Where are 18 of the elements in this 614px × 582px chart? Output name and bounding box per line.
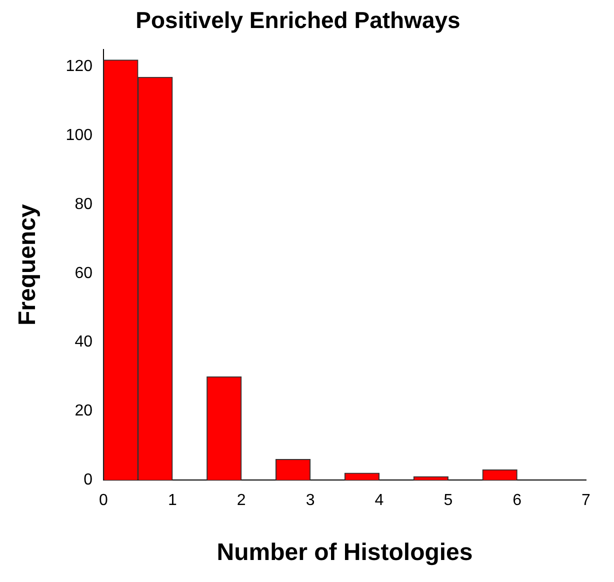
x-tick-label: 7 <box>582 492 591 510</box>
x-tick-label: 4 <box>374 492 384 510</box>
y-tick-label: 40 <box>74 334 93 351</box>
y-tick-label: 100 <box>66 127 93 144</box>
y-axis-title: Frequency <box>14 203 42 326</box>
x-axis-title: Number of Histologies <box>216 539 473 566</box>
y-tick-label: 60 <box>74 264 93 282</box>
x-tick-label: 5 <box>444 492 453 510</box>
chart-title: Positively Enriched Pathways <box>136 7 460 34</box>
x-tick-label: 0 <box>99 492 108 510</box>
y-tick-label: 80 <box>74 196 93 213</box>
y-tick-label: 20 <box>74 402 93 420</box>
y-tick-label: 0 <box>84 471 93 488</box>
x-tick-label: 6 <box>512 492 522 510</box>
y-tick-label: 120 <box>66 58 93 76</box>
x-tick-label: 1 <box>168 492 177 510</box>
x-tick-label: 2 <box>236 492 246 510</box>
x-tick-label: 3 <box>306 492 315 510</box>
